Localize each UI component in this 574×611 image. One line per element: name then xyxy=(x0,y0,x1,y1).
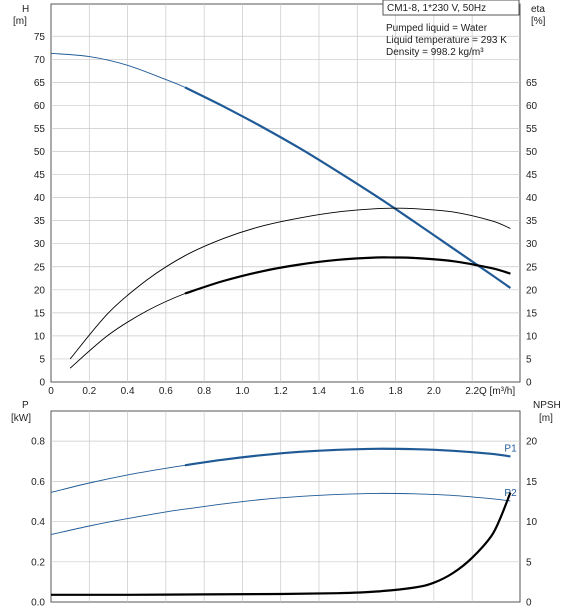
y-left-tick-label: 0.2 xyxy=(31,557,45,568)
p1-series-label: P1 xyxy=(504,443,517,454)
bottom-grid xyxy=(51,411,520,602)
top-plot-area xyxy=(50,3,521,383)
head-line-duty xyxy=(184,86,512,289)
top-ticks: 0 0.2 0.4 0.6 0.8 1.0 1.2 1.4 1.6 1.8 2.0 2.2 0 5 10 15… xyxy=(34,32,538,397)
y-left-tick-label: 0.6 xyxy=(31,477,45,488)
y-right-tick-label: 20 xyxy=(526,285,538,296)
h-axis-label: H xyxy=(22,4,29,15)
y-right-tick-label: 65 xyxy=(526,78,538,89)
y-left-tick-label: 35 xyxy=(34,216,46,227)
x-tick-label: 1.0 xyxy=(235,386,249,397)
bottom-plot-area xyxy=(50,410,521,603)
model-box: CM1-8, 1*230 V, 50Hz xyxy=(382,0,520,16)
y-left-tick-label: 0.8 xyxy=(31,437,45,448)
y-right-tick-label: 45 xyxy=(526,170,538,181)
y-left-tick-label: 0 xyxy=(39,378,45,389)
eta-axis-unit: [%] xyxy=(531,16,546,27)
y-left-tick-label: 70 xyxy=(34,55,46,66)
y-left-tick-label: 55 xyxy=(34,124,46,135)
p-axis-unit: [kW] xyxy=(11,413,31,424)
y-right-tick-label: 30 xyxy=(526,239,538,250)
x-tick-label: 1.4 xyxy=(312,386,326,397)
y-left-tick-label: 0.4 xyxy=(31,517,45,528)
eta-axis-label: eta xyxy=(531,4,545,15)
y-right-tick-label: 55 xyxy=(526,124,538,135)
top-panel: 0 0.2 0.4 0.6 0.8 1.0 1.2 1.4 1.6 1.8 2.0 2.2 0 5 10 15… xyxy=(13,0,546,397)
y-left-tick-label: 25 xyxy=(34,262,46,273)
y-right-tick-label: 60 xyxy=(526,101,538,112)
y-right-tick-label: 5 xyxy=(526,354,532,365)
y-right-tick-label: 35 xyxy=(526,216,538,227)
y-left-tick-label: 45 xyxy=(34,170,46,181)
x-tick-label: 2.0 xyxy=(427,386,441,397)
eta_pump-line xyxy=(69,207,511,360)
y-right-tick-label: 10 xyxy=(526,331,538,342)
y-right-tick-label: 20 xyxy=(526,437,538,448)
y-left-tick-label: 0.0 xyxy=(31,598,45,609)
y-right-tick-label: 50 xyxy=(526,147,538,158)
x-tick-label: 2.2 xyxy=(465,386,479,397)
y-right-tick-label: 0 xyxy=(526,378,532,389)
x-tick-label: 0.2 xyxy=(82,386,96,397)
p2-line xyxy=(50,492,511,536)
top-series xyxy=(50,52,512,369)
y-left-tick-label: 65 xyxy=(34,78,46,89)
y-left-tick-label: 50 xyxy=(34,147,46,158)
x-tick-label: 1.6 xyxy=(350,386,364,397)
y-left-tick-label: 40 xyxy=(34,193,46,204)
info-liquid-temperature: Liquid temperature = 293 K xyxy=(386,35,507,46)
y-right-tick-label: 15 xyxy=(526,477,538,488)
y-right-tick-label: 0 xyxy=(526,598,532,609)
model-box-frame xyxy=(382,0,520,16)
model-title: CM1-8, 1*230 V, 50Hz xyxy=(387,3,486,14)
y-left-tick-label: 20 xyxy=(34,285,46,296)
y-left-tick-label: 75 xyxy=(34,32,46,43)
x-tick-label: 0 xyxy=(48,386,54,397)
y-right-tick-label: 25 xyxy=(526,262,538,273)
npsh-axis-label: NPSH xyxy=(533,400,561,411)
eta_total-line-duty xyxy=(184,256,511,295)
y-left-tick-label: 15 xyxy=(34,308,46,319)
q-axis-label: Q [m³/h] xyxy=(479,386,515,397)
p-axis-label: P xyxy=(22,400,29,411)
info-density: Density = 998.2 kg/m³ xyxy=(386,47,484,58)
x-tick-label: 0.8 xyxy=(197,386,211,397)
info-pumped-liquid: Pumped liquid = Water xyxy=(386,23,488,34)
x-tick-label: 0.4 xyxy=(121,386,135,397)
y-left-tick-label: 30 xyxy=(34,239,46,250)
bottom-ticks: 0.0 0.2 0.4 0.6 0.8 0 5 10 15 20 xyxy=(31,437,537,609)
y-right-tick-label: 5 xyxy=(526,557,532,568)
x-tick-label: 1.8 xyxy=(389,386,403,397)
p1-line-duty xyxy=(184,447,511,467)
npsh-line-duty xyxy=(51,492,512,596)
x-tick-label: 1.2 xyxy=(274,386,288,397)
npsh-axis-unit: [m] xyxy=(539,413,553,424)
y-left-tick-label: 5 xyxy=(39,354,45,365)
h-axis-unit: [m] xyxy=(13,16,27,27)
y-right-tick-label: 40 xyxy=(526,193,538,204)
y-right-tick-label: 10 xyxy=(526,517,538,528)
x-tick-label: 0.6 xyxy=(159,386,173,397)
y-left-tick-label: 10 xyxy=(34,331,46,342)
y-left-tick-label: 60 xyxy=(34,101,46,112)
y-right-tick-label: 15 xyxy=(526,308,538,319)
